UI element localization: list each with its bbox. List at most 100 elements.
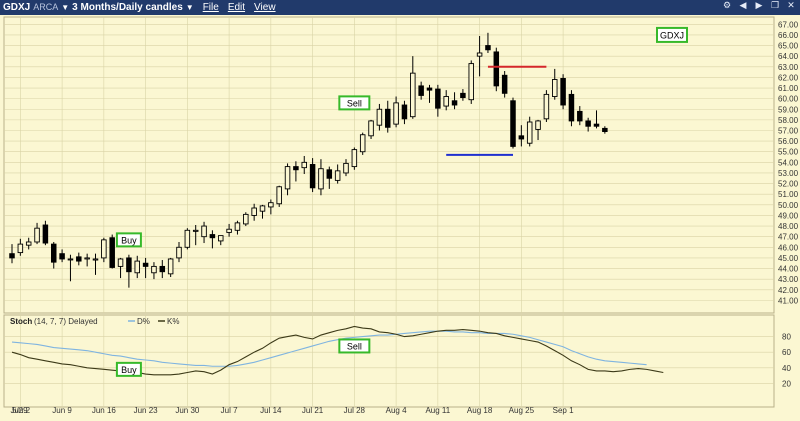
symbol-label[interactable]: GDXJ <box>3 2 31 13</box>
candle-body-up <box>318 168 324 190</box>
candle-body-down <box>385 108 391 128</box>
candle-body-up <box>359 134 366 153</box>
x-tick-label: Jun 9 <box>52 406 72 415</box>
close-icon[interactable]: ✕ <box>787 0 795 10</box>
stoch-sell-signal-label: Sell <box>347 341 362 351</box>
candle-body-up <box>201 225 207 238</box>
price-y-tick-label: 52.00 <box>778 180 799 189</box>
candle-body-up <box>276 186 282 205</box>
candle-body-up <box>251 207 257 216</box>
candle-body-down <box>426 87 433 91</box>
candle-body-up <box>552 79 558 97</box>
candle-body-down <box>401 104 408 120</box>
candle-body-up <box>34 227 40 243</box>
candle-body-up <box>343 162 349 174</box>
candle-body-up <box>334 170 341 181</box>
candle-body-up <box>468 63 475 101</box>
candle-body-up <box>301 161 308 169</box>
back-icon[interactable]: ◀ <box>739 0 747 10</box>
x-tick-label: Aug 25 <box>509 406 535 415</box>
price-buy-signal-label: Buy <box>121 235 137 245</box>
candle-body-down <box>593 123 600 127</box>
candle-body-down <box>142 262 149 267</box>
x-tick-label: Jul 14 <box>260 406 282 415</box>
candle-body-up <box>284 166 291 190</box>
menu-view[interactable]: View <box>254 2 276 13</box>
x-tick-label: Jun 16 <box>92 406 117 415</box>
candle-body-down <box>42 224 49 244</box>
candle-body-down <box>460 92 466 99</box>
candle-body-down <box>577 110 583 122</box>
stoch-legend-label: D% <box>137 317 150 326</box>
stoch-y-tick-label: 80 <box>782 333 791 342</box>
candle-body-up <box>192 229 199 232</box>
price-y-tick-label: 45.00 <box>778 254 799 263</box>
candle-body-down <box>493 51 500 87</box>
candle-body-down <box>435 88 441 109</box>
timeframe-selector[interactable]: 3 Months/Daily candles <box>72 2 183 13</box>
candle-body-up <box>176 246 182 259</box>
price-y-tick-label: 47.00 <box>778 233 799 242</box>
candle-body-up <box>268 202 274 208</box>
candle-body-down <box>451 100 458 106</box>
x-tick-label: 5/29 <box>12 406 28 415</box>
price-sell-signal-box <box>338 95 371 111</box>
gear-icon[interactable]: ⚙ <box>722 0 732 10</box>
x-tick-label: Jul 28 <box>344 406 366 415</box>
x-tick-label: Sep 1 <box>553 406 574 415</box>
candle-body-up <box>226 228 232 233</box>
price-y-tick-label: 65.00 <box>778 42 799 51</box>
price-y-tick-label: 50.00 <box>778 201 799 210</box>
candle-body-up <box>410 72 416 118</box>
price-y-tick-label: 43.00 <box>778 275 799 284</box>
candle-body-down <box>159 265 166 273</box>
candle-body-down <box>501 74 508 94</box>
candle-body-down <box>568 93 575 122</box>
price-panel-frame <box>3 16 775 314</box>
symbol-dropdown-icon[interactable]: ▼ <box>61 3 70 12</box>
price-y-tick-label: 53.00 <box>778 169 799 178</box>
candle-body-down <box>293 166 299 171</box>
menu-edit[interactable]: Edit <box>227 2 246 13</box>
candle-body-up <box>25 241 32 246</box>
stoch-sell-signal-box <box>338 338 371 354</box>
price-y-tick-label: 41.00 <box>778 296 799 305</box>
candle-body-down <box>51 243 57 263</box>
price-y-tick-label: 46.00 <box>778 243 799 252</box>
forward-icon[interactable]: ▶ <box>755 0 763 10</box>
menu-file[interactable]: File <box>202 2 219 13</box>
symbol-legend-box <box>656 26 688 43</box>
stoch-panel-frame <box>3 314 775 408</box>
price-y-tick-label: 42.00 <box>778 286 799 295</box>
candle-body-down <box>418 85 424 96</box>
x-tick-label: Aug 11 <box>425 406 450 415</box>
price-y-tick-label: 49.00 <box>778 211 799 220</box>
candle-body-up <box>134 260 140 274</box>
title-bar: GDXJ ARCA ▼ 3 Months/Daily candles ▼ Fil… <box>0 0 800 15</box>
stoch-series-d <box>11 330 647 367</box>
candle-body-down <box>510 100 516 147</box>
candle-body-up <box>84 257 90 260</box>
candle-body-down <box>109 237 115 268</box>
candle-body-down <box>76 256 82 262</box>
candle-body-up <box>443 96 449 107</box>
candle-body-up <box>217 235 224 242</box>
price-y-tick-label: 63.00 <box>778 63 799 72</box>
restore-icon[interactable]: ❐ <box>770 0 780 10</box>
candle-body-up <box>92 258 99 261</box>
candle-body-up <box>67 258 74 261</box>
timeframe-dropdown-icon[interactable]: ▼ <box>185 3 194 12</box>
candle-body-up <box>184 229 191 248</box>
candle-body-up <box>243 213 249 225</box>
x-tick-label: Aug 18 <box>467 406 493 415</box>
stoch-title: Stoch <box>10 317 32 326</box>
candle-body-up <box>526 121 533 144</box>
candle-body-up <box>535 120 541 130</box>
stoch-y-tick-label: 40 <box>782 364 791 373</box>
candle-body-up <box>17 243 24 254</box>
price-sell-signal-label: Sell <box>347 98 362 108</box>
candle-body-down <box>602 127 608 133</box>
x-tick-label: Jul 7 <box>221 406 238 415</box>
